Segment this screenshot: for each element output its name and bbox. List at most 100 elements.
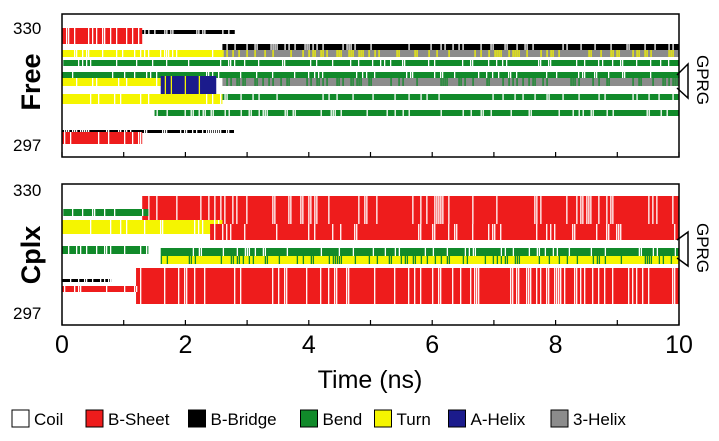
cplx-turn-row-stripe: [332, 256, 335, 264]
free-turn-row2-stripe: [118, 78, 120, 86]
free-bridge-bottom-stripe: [74, 130, 76, 133]
cplx-turn-row-stripe: [390, 256, 393, 264]
free-bridge-bottom-stripe: [80, 130, 82, 133]
free-bridge-row-stripe: [272, 44, 274, 50]
free-bridge-row-stripe: [274, 44, 276, 50]
free-bend-row3-stripe: [420, 94, 422, 100]
free-3helix-row2-stripe: [442, 78, 444, 86]
x-axis-label: Time (ns): [318, 366, 423, 394]
free-bridge-bottom-stripe: [86, 130, 88, 133]
free-bend-row1-stripe: [234, 60, 236, 66]
free-3helix-row-stripe: [350, 50, 352, 57]
cplx-bend-row-stripe: [248, 248, 251, 256]
free-bend-row4-stripe: [366, 110, 368, 116]
free-bridge-row-stripe: [316, 44, 318, 50]
cplx-turn-row-stripe: [406, 256, 409, 264]
free-bend-row4-stripe: [482, 110, 484, 116]
free-bridge-bottom-stripe: [130, 130, 132, 133]
free-bend-row3-stripe: [546, 94, 548, 100]
free-bend-row4-stripe: [648, 110, 650, 116]
free-bend-row1-stripe: [602, 60, 604, 66]
free-bend-row2-stripe: [486, 72, 488, 78]
free-bend-row2-stripe: [508, 72, 510, 78]
free-ahelix-block-stripe: [164, 76, 167, 94]
cplx-sheet-mid-stripe: [546, 224, 548, 240]
free-3helix-row-stripe: [348, 50, 350, 57]
cplx-sheet-top-stripe: [314, 196, 316, 224]
free-bend-row2-stripe: [442, 72, 444, 78]
cplx-sheet-top-stripe: [200, 196, 202, 224]
free-3helix-row-stripe: [436, 50, 438, 57]
free-bend-row4-stripe: [386, 110, 388, 116]
free-bridge-bottom-stripe: [214, 130, 216, 133]
cplx-bend-left-stripe: [82, 209, 84, 216]
free-bridge-bottom-stripe: [126, 130, 128, 133]
free-bend-row3-stripe: [438, 94, 440, 100]
free-bridge-row-stripe: [532, 44, 534, 50]
free-3helix-row2-stripe: [574, 78, 576, 86]
free-bridge-row-stripe: [654, 44, 656, 50]
free-turn-row-stripe: [86, 50, 88, 57]
free-sheet-top-stripe: [126, 28, 128, 44]
free-3helix-row2-stripe: [662, 78, 664, 86]
cplx-turn-row-stripe: [448, 256, 451, 264]
cplx-sheet-mid-stripe: [226, 224, 228, 240]
free-bridge-top-stripe: [228, 30, 230, 34]
cplx-sheet-mid-stripe: [550, 224, 552, 240]
free-bridge-row-stripe: [490, 44, 492, 50]
cplx-turn-left-stripe: [144, 220, 146, 234]
free-turn-row-stripe: [148, 50, 150, 57]
free-bridge-bottom-stripe: [76, 130, 78, 133]
free-3helix-row-stripe: [368, 50, 370, 57]
cplx-turn-row-stripe: [514, 256, 517, 264]
free-bend-row4-stripe: [184, 110, 186, 116]
cplx-turn-row-stripe: [278, 256, 281, 264]
free-sheet-top-stripe: [88, 28, 90, 44]
free-ahelix-block-stripe: [170, 76, 173, 94]
cplx-sheet-top-stripe: [496, 196, 498, 224]
cplx-sheet-bottom-stripe: [346, 268, 348, 304]
free-bridge-bottom-stripe: [186, 130, 188, 133]
cplx-bridge-left-stripe: [100, 279, 102, 282]
free-3helix-row2-stripe: [502, 78, 504, 86]
free-bend-row1-stripe: [488, 60, 490, 66]
cplx-turn-row-stripe: [400, 256, 403, 264]
free-3helix-row2-stripe: [632, 78, 634, 86]
cplx-sheet-mid-stripe: [554, 224, 556, 240]
cplx-sheet-left-stripe: [80, 286, 82, 292]
cplx-turn-row-stripe: [420, 256, 423, 264]
free-sheet-top-stripe: [68, 28, 70, 44]
cplx-bend-row-stripe: [656, 248, 659, 256]
free-bridge-bottom-stripe: [220, 130, 222, 133]
free-3helix-row2-stripe: [664, 78, 666, 86]
free-turn-row-stripe: [168, 50, 170, 57]
free-3helix-row-stripe: [670, 50, 672, 57]
cplx-sheet-bottom-stripe: [516, 268, 518, 304]
free-3helix-row-stripe: [246, 50, 248, 57]
cplx-sheet-bottom-stripe: [394, 268, 396, 304]
x-tick-label: 2: [178, 331, 192, 359]
free-3helix-row2-stripe: [236, 78, 238, 86]
cplx-bend-row-stripe: [432, 248, 435, 256]
free-turn-row2-stripe: [126, 78, 128, 86]
free-sheet-top-stripe: [66, 28, 68, 44]
free-bend-row3-stripe: [336, 94, 338, 100]
cplx-sheet-top-stripe: [448, 196, 450, 224]
free-bend-row4-stripe: [204, 110, 206, 116]
free-3helix-row2-stripe: [674, 78, 676, 86]
free-bend-row3-stripe: [632, 94, 634, 100]
free-3helix-row-stripe: [636, 50, 638, 57]
free-bridge-bottom-stripe: [162, 130, 164, 133]
free-bend-row4-stripe: [210, 110, 212, 116]
cplx-sheet-mid-stripe: [674, 224, 676, 240]
free-bend-row4-stripe: [330, 110, 332, 116]
free-bend-row2-stripe: [582, 72, 584, 78]
free-bridge-bottom-stripe: [108, 130, 110, 133]
cplx-turn-row-stripe: [500, 256, 503, 264]
cplx-sheet-top-stripe: [612, 196, 614, 224]
free-bridge-bottom-stripe: [218, 130, 220, 133]
free-3helix-row2-stripe: [390, 78, 392, 86]
free-bend-row1-stripe: [650, 60, 652, 66]
cplx-turn-left-stripe: [126, 220, 128, 234]
free-sheet-bottom-stripe: [124, 132, 126, 144]
